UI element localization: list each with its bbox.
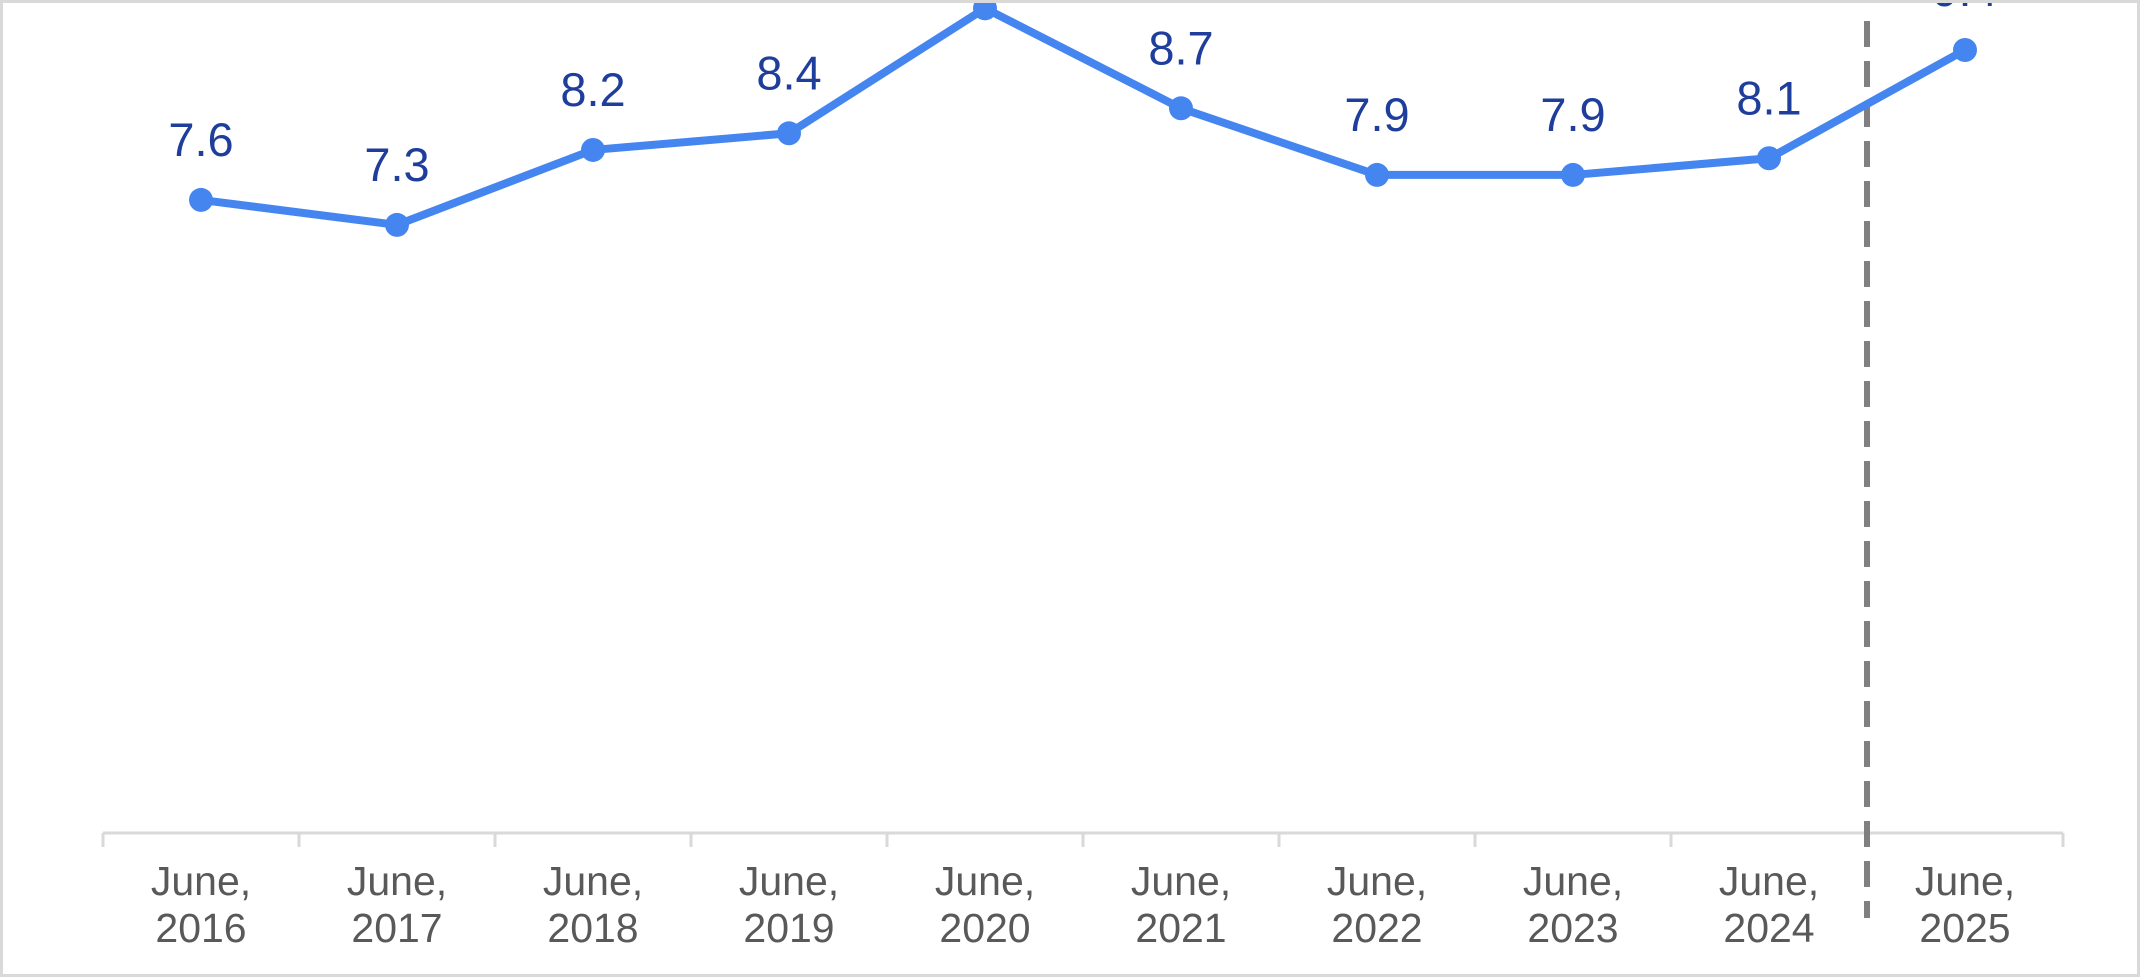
x-tick-label-line: June,: [347, 858, 447, 904]
data-point: [973, 3, 997, 21]
data-label: 7.3: [364, 138, 429, 191]
data-point: [1757, 146, 1781, 171]
x-tick-label: June, 2017: [347, 858, 447, 951]
data-label: 9.4: [1932, 3, 1997, 16]
x-tick-label: June, 2018: [543, 858, 643, 951]
data-point: [581, 137, 605, 162]
x-tick-label: June, 2020: [935, 858, 1035, 951]
x-tick-label: June, 2022: [1327, 858, 1427, 951]
x-tick-label-line: June,: [543, 858, 643, 904]
x-tick-label: June, 2021: [1131, 858, 1231, 951]
x-tick-label: June, 2023: [1523, 858, 1623, 951]
series-group: [189, 3, 1977, 237]
data-label: 8.2: [560, 63, 625, 116]
x-tick-label-line: June,: [1131, 858, 1231, 904]
data-point: [189, 187, 213, 212]
data-label: 7.6: [168, 113, 233, 166]
x-tick-label-line: June,: [151, 858, 251, 904]
x-tick-label: June, 2016: [151, 858, 251, 951]
data-label: 7.9: [1540, 88, 1605, 141]
x-tick-label-line: June,: [739, 858, 839, 904]
x-tick-label-line: 2025: [1919, 905, 2010, 951]
x-tick-label: June, 2025: [1915, 858, 2015, 951]
series-line: [200, 4, 1967, 229]
x-tick-label: June, 2019: [739, 858, 839, 951]
x-tick-label-line: 2017: [351, 905, 442, 951]
data-point: [1169, 96, 1193, 121]
data-label: 8.7: [1148, 21, 1213, 74]
x-tick-label-line: June,: [1523, 858, 1623, 904]
data-point: [777, 121, 801, 146]
data-point: [1365, 162, 1389, 187]
x-tick-label: June, 2024: [1719, 858, 1819, 951]
data-point: [1953, 37, 1977, 62]
x-tick-label-line: June,: [1327, 858, 1427, 904]
x-tick-label-line: 2023: [1527, 905, 1618, 951]
data-point: [385, 212, 409, 237]
data-labels-group: 7.67.38.28.49.98.77.97.98.19.4: [168, 3, 1997, 191]
x-tick-label-line: June,: [935, 858, 1035, 904]
x-tick-label-line: 2024: [1723, 905, 1814, 951]
x-tick-label-line: June,: [1915, 858, 2015, 904]
data-label: 8.4: [756, 46, 821, 99]
x-tick-label-line: 2016: [155, 905, 246, 951]
x-tick-label-line: 2020: [939, 905, 1030, 951]
x-tick-label-line: 2019: [743, 905, 834, 951]
data-label: 8.1: [1736, 71, 1801, 124]
x-tick-label-line: 2018: [547, 905, 638, 951]
x-tick-label-line: 2022: [1331, 905, 1422, 951]
data-label: 7.9: [1344, 88, 1409, 141]
data-point: [1561, 162, 1585, 187]
x-tick-label-line: 2021: [1135, 905, 1226, 951]
x-tick-label-line: June,: [1719, 858, 1819, 904]
